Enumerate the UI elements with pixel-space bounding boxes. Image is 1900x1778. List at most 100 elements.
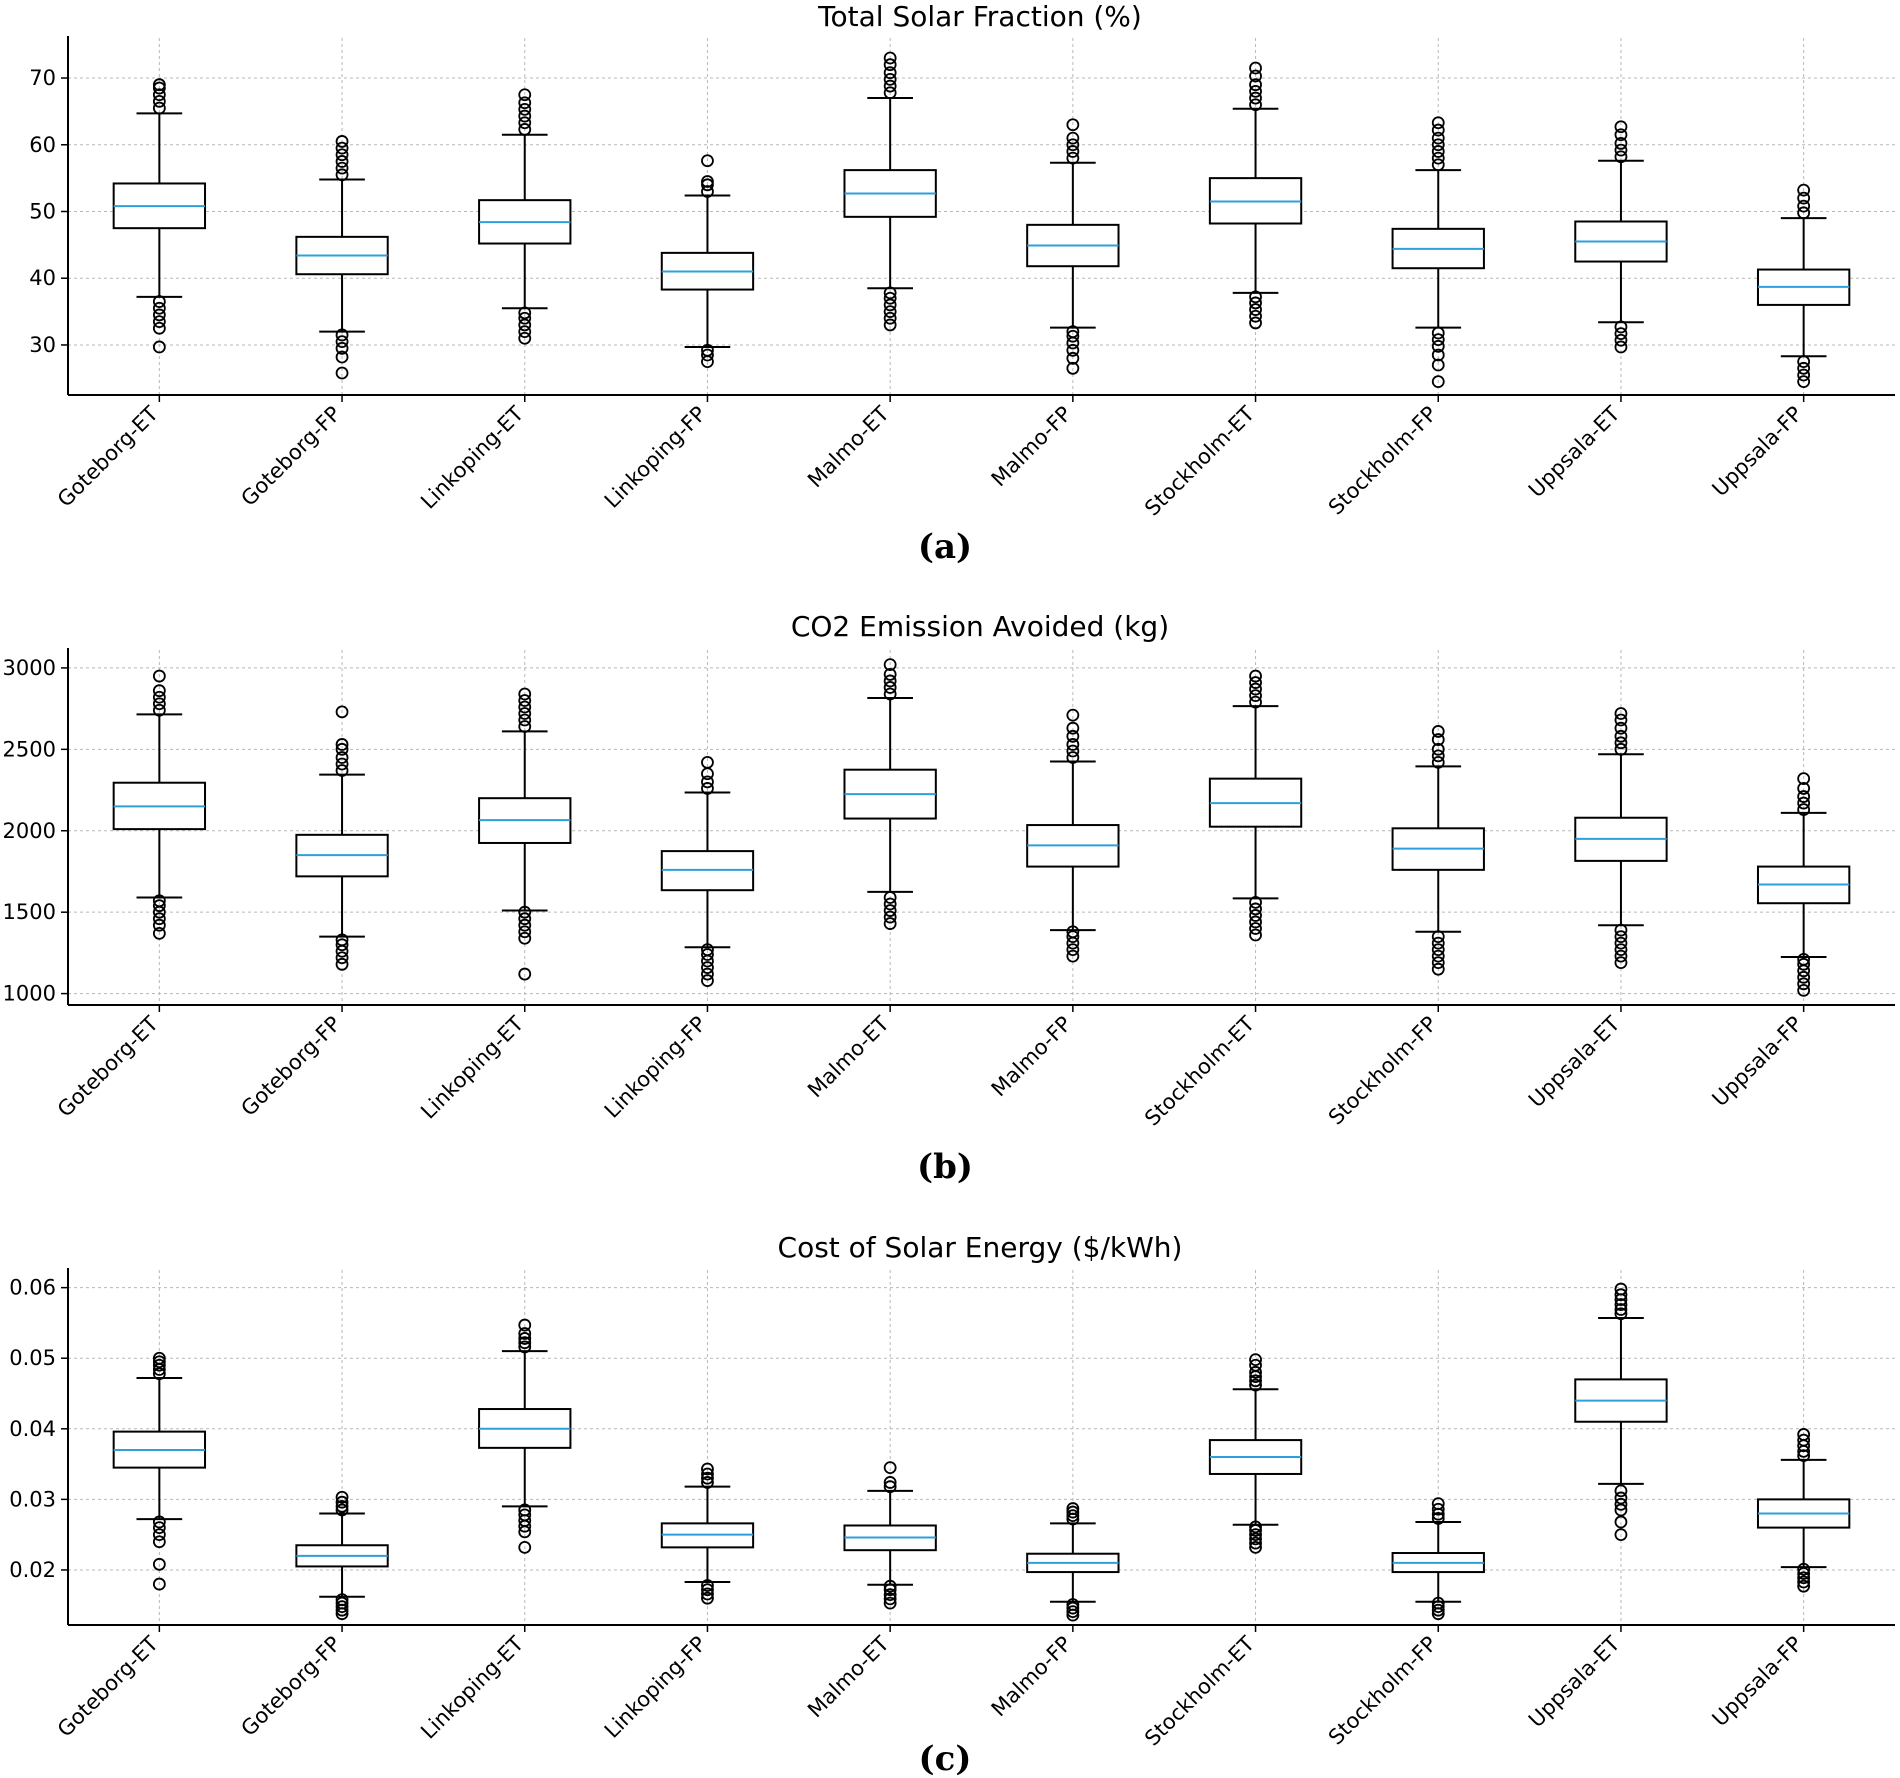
outlier-point	[152, 340, 166, 354]
outlier-point	[518, 1540, 532, 1554]
outlier-point	[883, 1592, 897, 1606]
outlier-point	[1249, 915, 1262, 929]
outlier-point	[883, 305, 897, 318]
outlier-point	[1797, 957, 1811, 971]
outlier-point	[1066, 329, 1080, 343]
outlier-point	[335, 335, 349, 349]
outlier-point	[883, 286, 897, 300]
outlier-point	[883, 1596, 897, 1610]
x-tick-label-goteborg-fp: Goteborg-FP	[236, 1632, 345, 1741]
outlier-point	[701, 1467, 714, 1481]
outlier-point	[701, 967, 714, 981]
outlier-point	[883, 66, 897, 80]
outlier-point	[518, 905, 532, 919]
box-linkoping-et	[478, 88, 572, 345]
outlier-point	[1249, 1524, 1262, 1537]
outlier-point	[1431, 1502, 1445, 1516]
outlier-point	[883, 51, 897, 65]
x-tick-label-linkoping-fp: Linkoping-FP	[600, 1632, 711, 1743]
outlier-point	[1431, 1497, 1445, 1511]
outlier-point	[152, 1557, 166, 1571]
outlier-point	[1066, 751, 1080, 764]
outlier-point	[152, 899, 166, 913]
outlier-point	[701, 1476, 714, 1489]
x-tick-label-goteborg-et: Goteborg-ET	[53, 1011, 163, 1121]
outlier-point	[1066, 930, 1080, 944]
y-tick-label: 3000	[3, 656, 56, 680]
outlier-point	[1614, 1503, 1628, 1517]
outlier-point	[518, 123, 532, 136]
outlier-point	[152, 81, 166, 95]
outlier-point	[701, 943, 714, 957]
outlier-point	[1797, 970, 1811, 984]
outlier-point	[1614, 742, 1628, 756]
outlier-point	[335, 1593, 349, 1606]
outlier-point	[1066, 351, 1080, 365]
chart-title-co2-avoided: CO2 Emission Avoided (kg)	[791, 610, 1169, 643]
outlier-point	[152, 101, 166, 115]
outlier-point	[152, 78, 166, 92]
outlier-point	[518, 967, 532, 981]
outlier-point	[1431, 326, 1445, 340]
outlier-point	[1614, 1497, 1628, 1511]
outlier-point	[883, 681, 897, 694]
box-malmo-et	[843, 658, 937, 930]
outlier-point	[1431, 145, 1445, 158]
outlier-point	[518, 311, 532, 325]
outlier-point	[1431, 962, 1445, 976]
outlier-point	[335, 1503, 349, 1517]
outlier-point	[1431, 358, 1445, 372]
x-tick-label-linkoping-et: Linkoping-ET	[416, 1011, 528, 1123]
outlier-point	[1249, 896, 1262, 909]
outlier-point	[152, 1515, 166, 1529]
outlier-point	[1614, 1491, 1628, 1505]
outlier-point	[152, 690, 166, 704]
box-malmo-et	[843, 1461, 937, 1610]
outlier-point	[1066, 1505, 1080, 1519]
panel-label-c: (c)	[919, 1739, 972, 1778]
outlier-point	[1249, 922, 1262, 935]
x-tick-label-uppsala-fp: Uppsala-FP	[1708, 1012, 1808, 1112]
y-tick-label: 2500	[3, 737, 56, 761]
x-tick-label-malmo-et: Malmo-ET	[803, 1631, 894, 1722]
outlier-point	[883, 910, 897, 924]
outlier-point	[1431, 333, 1445, 347]
outlier-point	[1797, 361, 1811, 375]
outlier-point	[518, 918, 532, 932]
outlier-point	[1066, 744, 1080, 758]
outlier-point	[152, 669, 166, 683]
outlier-point	[701, 961, 714, 974]
y-tick-label: 50	[29, 199, 56, 223]
x-tick-label-goteborg-et: Goteborg-ET	[53, 401, 163, 511]
x-tick-label-goteborg-fp: Goteborg-FP	[236, 1012, 345, 1121]
x-tick-label-stockholm-et: Stockholm-ET	[1140, 401, 1259, 520]
outlier-point	[1614, 1282, 1628, 1296]
outlier-point	[1797, 368, 1811, 382]
y-tick-label: 0.05	[9, 1346, 56, 1370]
outlier-point	[1431, 123, 1445, 137]
outlier-point	[1431, 949, 1445, 963]
box-uppsala-et	[1574, 120, 1668, 354]
outlier-point	[152, 94, 166, 108]
outlier-point	[701, 782, 714, 795]
outlier-point	[1614, 150, 1628, 164]
outlier-point	[1249, 296, 1262, 310]
outlier-point	[518, 912, 532, 926]
outlier-point	[1249, 1528, 1262, 1542]
outlier-point	[152, 1367, 166, 1381]
outlier-point	[335, 155, 349, 168]
x-tick-label-goteborg-fp: Goteborg-FP	[236, 402, 345, 511]
outlier-point	[518, 318, 532, 332]
outlier-point	[1431, 725, 1445, 738]
outlier-point	[1797, 1567, 1811, 1580]
y-tick-label: 60	[29, 133, 56, 157]
outlier-point	[518, 700, 532, 714]
outlier-point	[1249, 61, 1262, 75]
outlier-point	[1431, 138, 1445, 152]
outlier-point	[1066, 943, 1080, 957]
outlier-point	[518, 109, 532, 123]
outlier-point	[1614, 736, 1628, 750]
outlier-point	[518, 1332, 532, 1345]
outlier-point	[335, 328, 349, 342]
outlier-point	[1066, 1509, 1080, 1523]
